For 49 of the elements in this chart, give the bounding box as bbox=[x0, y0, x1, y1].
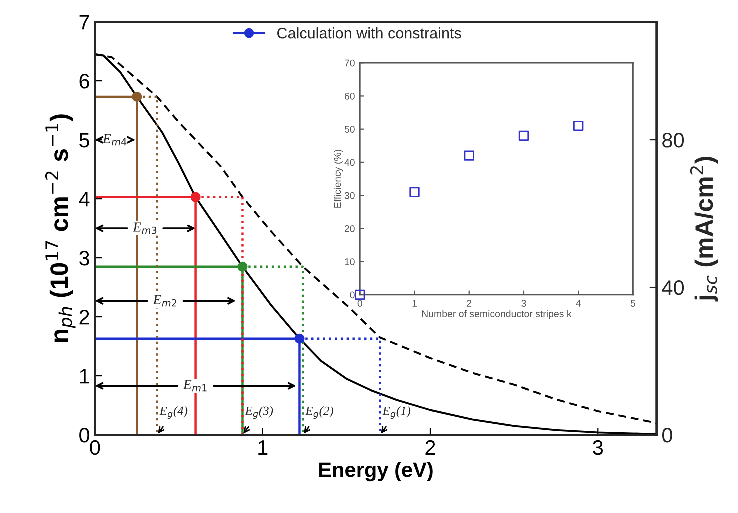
y-tick-label: 60 bbox=[344, 92, 355, 100]
x-tick-label: 4 bbox=[576, 300, 582, 307]
x-tick-label: 3 bbox=[593, 440, 604, 456]
x-tick-label: 2 bbox=[426, 440, 436, 455]
y-tick-label: 7 bbox=[80, 15, 90, 30]
annotation: E$_{g}$(1) bbox=[382, 406, 411, 420]
x-tick-label: 3 bbox=[522, 300, 526, 307]
y-tick-label: 2 bbox=[80, 310, 90, 325]
y2-tick-label: 40 bbox=[662, 280, 684, 296]
y-tick-label: 30 bbox=[344, 192, 355, 200]
y2-tick-label: 0 bbox=[662, 428, 672, 443]
y-tick-label: 0 bbox=[80, 428, 90, 443]
y-tick-label: 4 bbox=[79, 192, 90, 207]
y-tick-label: 10 bbox=[345, 258, 355, 266]
x-tick-label: 0 bbox=[358, 300, 362, 307]
y-tick-label: 40 bbox=[344, 159, 355, 166]
y-tick-label: 1 bbox=[80, 369, 90, 384]
x-axis-title: Number of semiconductor stripes k bbox=[422, 310, 572, 320]
x-axis-title: Energy (eV) bbox=[320, 462, 433, 482]
y-tick-label: 50 bbox=[344, 126, 355, 133]
y-tick-label: 70 bbox=[344, 60, 355, 67]
point bbox=[294, 334, 305, 344]
annotation: E$_{m2}$ bbox=[153, 295, 177, 307]
annotation: E$_{g}$(3) bbox=[245, 406, 274, 420]
annotation: E$_{g}$(4) bbox=[160, 406, 188, 420]
x-tick-label: 5 bbox=[630, 300, 636, 307]
point bbox=[574, 120, 584, 132]
point bbox=[518, 130, 530, 142]
y-tick-label: 5 bbox=[80, 133, 90, 148]
text: n$_{ph}$ (10$^{17}$ cm$^{−2}$ s$^{−1}$) bbox=[45, 114, 76, 342]
point bbox=[464, 150, 474, 161]
y2-axis-title: j$_{sc}$ (mA/cm$^{2}$) bbox=[690, 157, 718, 302]
annotation: E$_{g}$(2) bbox=[305, 406, 334, 420]
point bbox=[355, 290, 366, 300]
annotation: E$_{m4}$ bbox=[102, 134, 127, 146]
y2-tick-label: 80 bbox=[662, 133, 684, 148]
annotation: E$_{m3}$ bbox=[132, 222, 157, 234]
x-tick-label: 1 bbox=[258, 440, 268, 455]
y-tick-label: 0 bbox=[350, 292, 355, 299]
y-axis-title: Efficiency (%) bbox=[334, 150, 344, 208]
annotation: E$_{m1}$ bbox=[183, 380, 207, 392]
y-tick-label: 20 bbox=[344, 225, 355, 232]
point bbox=[410, 187, 420, 198]
x-tick-label: 2 bbox=[467, 300, 472, 307]
x-tick-label: 0 bbox=[90, 440, 100, 456]
legend-label: Calculation with constraints bbox=[278, 28, 462, 39]
x-tick-label: 1 bbox=[412, 300, 417, 307]
y-tick-label: 3 bbox=[80, 251, 90, 266]
y-tick-label: 6 bbox=[80, 74, 90, 89]
